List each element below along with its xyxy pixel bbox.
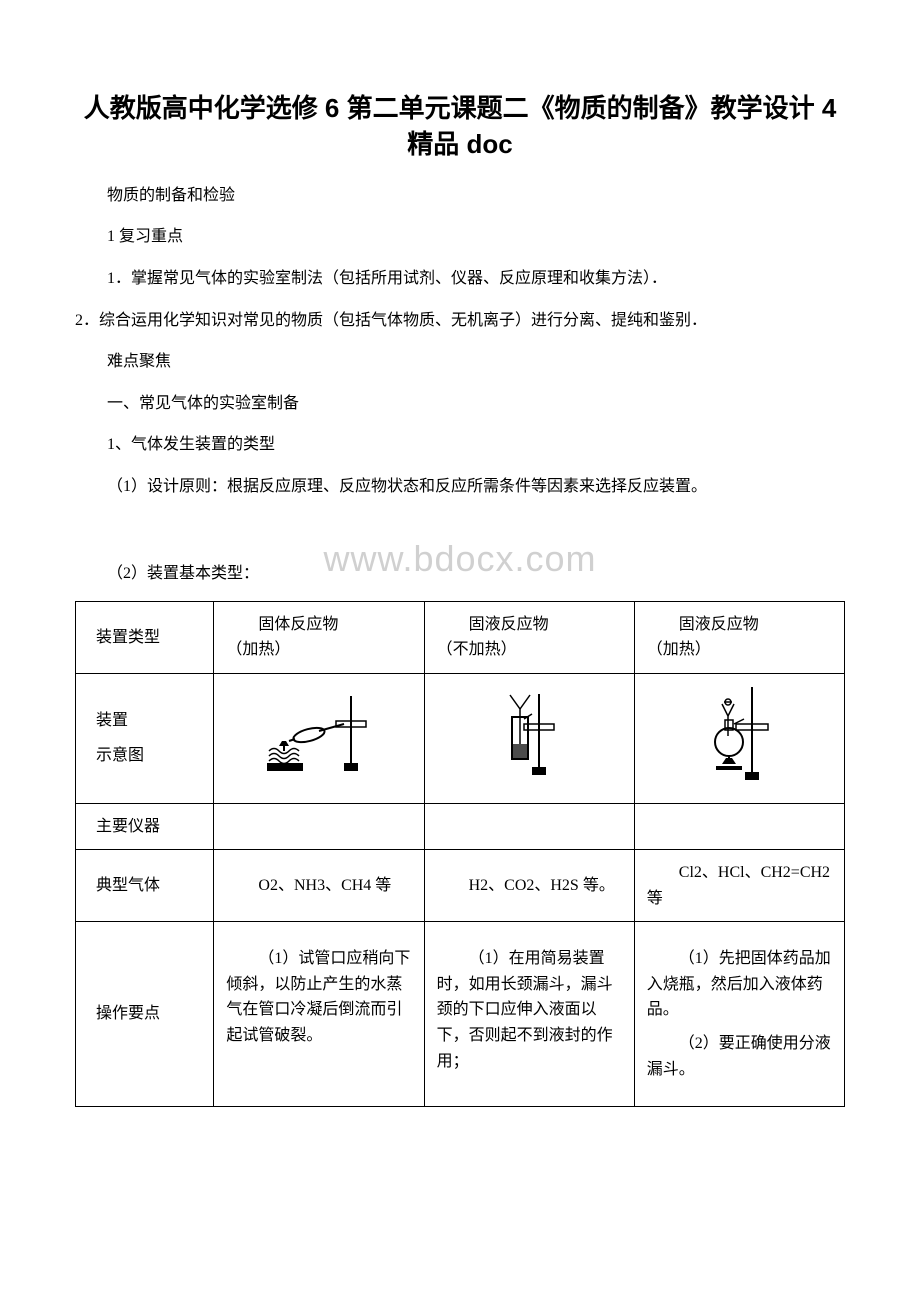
row2-label: 装置 示意图 (76, 673, 214, 803)
row4-col2: H2、CO2、H2S 等。 (424, 850, 634, 922)
difficulty-focus: 难点聚焦 (75, 349, 845, 375)
table-row-diagram: 装置 示意图 (76, 673, 845, 803)
table-row-gases: 典型气体 O2、NH3、CH4 等 H2、CO2、H2S 等。 Cl2、HCl、… (76, 850, 845, 922)
row1-col3: 固液反应物 （加热） (634, 601, 844, 673)
apparatus-diagram-1 (214, 673, 424, 803)
apparatus-table: 装置类型 固体反应物 （加热） 固液反应物 （不加热） 固液反应物 （加热） 装… (75, 601, 845, 1108)
row1-label: 装置类型 (76, 601, 214, 673)
table-row-type: 装置类型 固体反应物 （加热） 固液反应物 （不加热） 固液反应物 （加热） (76, 601, 845, 673)
row1-col1: 固体反应物 （加热） (214, 601, 424, 673)
row1-col2: 固液反应物 （不加热） (424, 601, 634, 673)
design-principle: （1）设计原则：根据反应原理、反应物状态和反应所需条件等因素来选择反应装置。 (75, 474, 845, 500)
row4-col1: O2、NH3、CH4 等 (214, 850, 424, 922)
row4-col3: Cl2、HCl、CH2=CH2 等 (634, 850, 844, 922)
intro-subject: 物质的制备和检验 (75, 183, 845, 209)
subsection-2: （2）装置基本类型： (75, 561, 845, 587)
row4-label: 典型气体 (76, 850, 214, 922)
apparatus-diagram-3 (634, 673, 844, 803)
row5-col2: （1）在用简易装置时，如用长颈漏斗，漏斗颈的下口应伸入液面以下，否则起不到液封的… (424, 922, 634, 1107)
row3-col2 (424, 803, 634, 850)
review-heading: 1 复习重点 (75, 224, 845, 250)
point-2: 2．综合运用化学知识对常见的物质（包括气体物质、无机离子）进行分离、提纯和鉴别． (75, 308, 845, 334)
point-1: 1．掌握常见气体的实验室制法（包括所用试剂、仪器、反应原理和收集方法）． (75, 266, 845, 292)
row5-col3: （1）先把固体药品加入烧瓶，然后加入液体药品。 （2）要正确使用分液漏斗。 (634, 922, 844, 1107)
table-row-operation: 操作要点 （1）试管口应稍向下倾斜，以防止产生的水蒸气在管口冷凝后倒流而引起试管… (76, 922, 845, 1107)
row3-col1 (214, 803, 424, 850)
row5-col1: （1）试管口应稍向下倾斜，以防止产生的水蒸气在管口冷凝后倒流而引起试管破裂。 (214, 922, 424, 1107)
row5-label: 操作要点 (76, 922, 214, 1107)
subsection-1: 1、气体发生装置的类型 (75, 432, 845, 458)
table-row-instruments: 主要仪器 (76, 803, 845, 850)
section-1-heading: 一、常见气体的实验室制备 (75, 391, 845, 417)
row3-col3 (634, 803, 844, 850)
row3-label: 主要仪器 (76, 803, 214, 850)
apparatus-diagram-2 (424, 673, 634, 803)
document-title: 人教版高中化学选修 6 第二单元课题二《物质的制备》教学设计 4 精品 doc (75, 90, 845, 163)
